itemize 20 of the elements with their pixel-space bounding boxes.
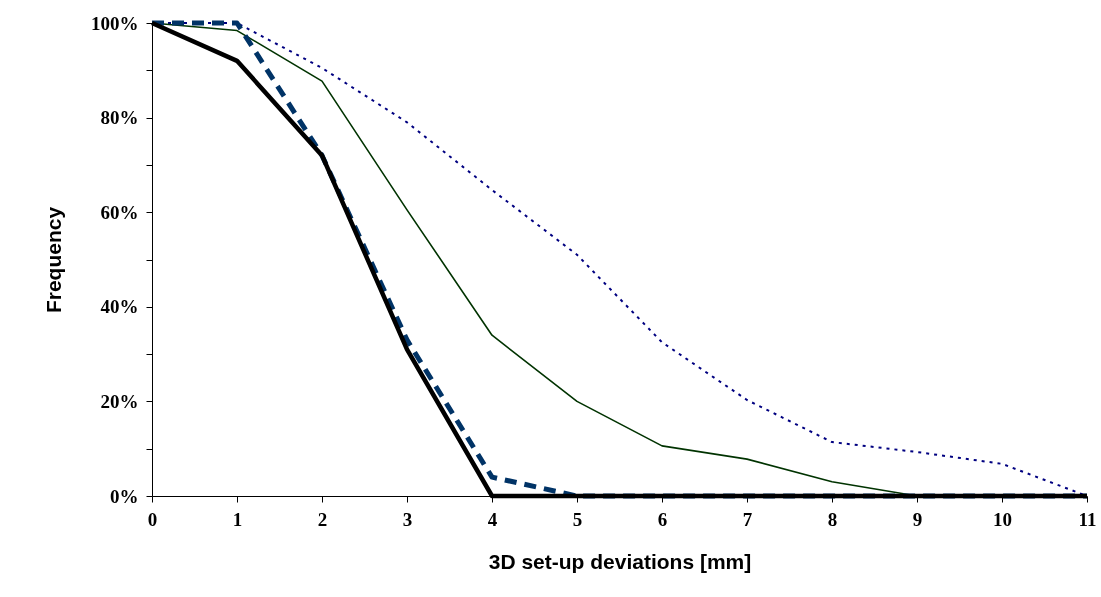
x-tick-label: 0	[147, 508, 158, 530]
x-tick-label: 11	[1078, 508, 1097, 530]
y-tick-label: 0%	[110, 485, 139, 507]
x-tick-label: 8	[827, 508, 838, 530]
y-tick-label: 100%	[91, 12, 139, 34]
x-tick-label: 2	[317, 508, 328, 530]
x-tick-label: 5	[572, 508, 583, 530]
y-axis-title: Frequency	[42, 206, 65, 314]
x-tick-label: 6	[657, 508, 668, 530]
x-tick-label: 1	[232, 508, 243, 530]
x-tick-label: 7	[742, 508, 753, 530]
x-tick-label: 3	[402, 508, 413, 530]
x-tick-label: 4	[487, 508, 498, 530]
y-tick-label: 60%	[100, 201, 139, 223]
y-tick-label: 40%	[100, 296, 139, 318]
x-axis-title: 3D set-up deviations [mm]	[488, 549, 752, 573]
y-tick-label: 80%	[100, 107, 139, 129]
y-tick-label: 20%	[100, 390, 139, 412]
x-tick-label: 10	[993, 508, 1012, 530]
x-tick-label: 9	[912, 508, 923, 530]
